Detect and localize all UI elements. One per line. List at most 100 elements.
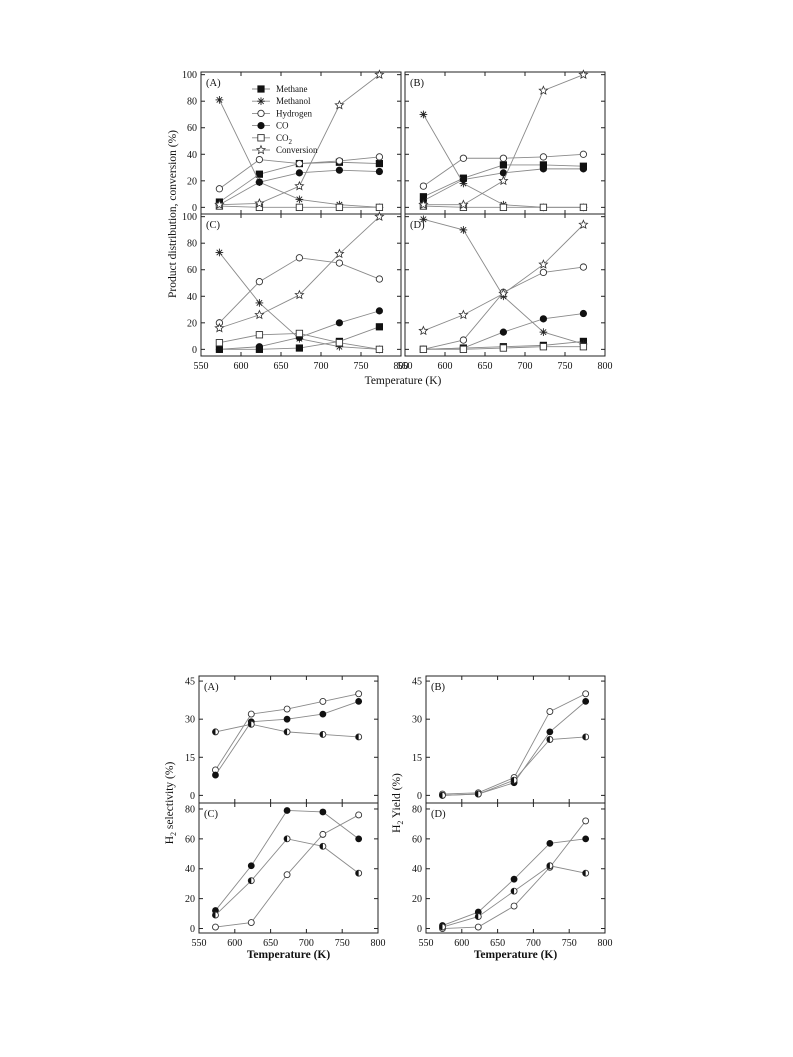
star-open-marker (374, 211, 385, 221)
square-filled-marker (375, 159, 384, 168)
circle-open-marker (546, 708, 554, 716)
circle-open-marker (499, 154, 508, 162)
legend-label: Hydrogen (276, 108, 312, 118)
panel-d: (D) 550 600 650 700 750 800 0 20 40 60 80 (412, 802, 613, 949)
panel-frame (198, 802, 379, 934)
y-tick-label: 20 (185, 894, 195, 905)
panel-a: (A) 0 15 30 45 (185, 675, 379, 804)
half-circle-fill (284, 835, 288, 842)
y-tick-label: 40 (185, 864, 195, 875)
circle-filled-marker (255, 343, 263, 351)
asterisk-marker (295, 195, 304, 204)
y-tick-label: 20 (187, 318, 197, 329)
circle-filled-marker (375, 167, 383, 176)
star-open-marker (254, 198, 265, 208)
y-tick-label: 0 (192, 203, 197, 214)
circle-open-marker (582, 817, 590, 825)
star-open-marker (458, 309, 469, 320)
asterisk-marker (215, 96, 224, 104)
circle-half-marker (212, 728, 219, 736)
circle-half-marker (582, 869, 590, 877)
half-circle-fill (355, 870, 359, 877)
star-open-marker (578, 219, 589, 229)
square-open-marker (295, 329, 304, 338)
circle-open-marker (539, 153, 548, 161)
legend-item: Conversion (252, 144, 318, 155)
asterisk-stroke (256, 299, 263, 306)
legend-label: Conversion (276, 145, 318, 155)
asterisk-marker (419, 110, 428, 119)
half-circle-fill (475, 913, 479, 920)
y-tick-label: 60 (412, 834, 422, 845)
x-tick-label: 800 (394, 361, 409, 372)
y-tick-label: 100 (182, 70, 197, 81)
series-circle-half (212, 720, 363, 741)
star-open-marker (538, 259, 549, 269)
x-axis-title: Temperature (K) (247, 949, 331, 961)
asterisk-marker (539, 328, 548, 336)
circle-filled-marker (247, 862, 255, 870)
circle-filled-marker (539, 165, 548, 173)
panel-frame (425, 802, 606, 934)
y-tick-label: 80 (187, 239, 197, 250)
series-line (215, 814, 359, 928)
circle-open-marker (247, 919, 255, 926)
circle-filled-marker (335, 166, 343, 174)
panel-label: (D) (410, 220, 425, 231)
panel-c: (C) 550 600 650 700 750 800 0 20 40 60 80 (185, 802, 386, 949)
square-open-marker (539, 203, 548, 212)
square-open-marker (459, 345, 468, 354)
star-open-marker (255, 144, 267, 155)
x-tick-label: 550 (419, 938, 434, 949)
legend-item: CO2 (252, 133, 293, 146)
panel-b: (B) (404, 69, 606, 215)
half-circle-fill (546, 862, 550, 869)
series-circle-open (212, 811, 363, 931)
star-open-marker (374, 69, 385, 79)
series-methanol (419, 215, 588, 348)
circle-half-marker (474, 913, 482, 921)
circle-filled-marker (375, 307, 383, 315)
y-tick-label: 60 (185, 834, 195, 845)
x-tick-label: 700 (314, 361, 329, 372)
circle-filled-marker (539, 315, 548, 323)
circle-half-marker (439, 791, 446, 799)
x-tick-label: 600 (454, 938, 469, 949)
x-axis-title: Temperature (K) (365, 375, 442, 387)
circle-half-marker (546, 736, 554, 743)
circle-open-marker (295, 254, 304, 262)
circle-filled-marker (257, 122, 265, 130)
y-tick-label: 15 (412, 753, 422, 764)
circle-open-marker (510, 902, 518, 910)
circle-half-marker (439, 923, 446, 931)
series-conversion (214, 211, 385, 333)
circle-open-marker (283, 705, 291, 713)
star-open-marker (418, 325, 429, 336)
star-open-marker (294, 180, 305, 191)
legend-item: Methane (252, 84, 308, 94)
half-circle-fill (212, 912, 216, 919)
circle-open-marker (579, 263, 588, 271)
y-tick-label: 30 (412, 715, 422, 726)
square-open-marker (375, 203, 384, 212)
circle-filled-marker (546, 839, 554, 847)
circle-open-marker (355, 811, 363, 819)
star-open-marker (498, 175, 509, 186)
y-tick-label: 15 (185, 753, 195, 764)
circle-half-marker (212, 911, 219, 919)
asterisk-stroke (257, 98, 265, 105)
x-tick-label: 550 (398, 361, 413, 372)
circle-half-marker (283, 728, 291, 736)
circle-half-marker (546, 862, 554, 870)
y-tick-label: 0 (417, 924, 422, 935)
x-tick-label: 650 (478, 361, 493, 372)
square-open-marker (215, 339, 224, 347)
half-circle-fill (319, 843, 323, 850)
circle-filled-marker (582, 698, 590, 705)
panel-frame (404, 71, 606, 215)
star-open-marker (418, 199, 429, 210)
circle-filled-marker (355, 698, 363, 705)
circle-open-marker (255, 155, 264, 164)
y-axis-title: Product distribution, conversion (%) (167, 130, 179, 298)
panel-label: (B) (410, 78, 425, 89)
